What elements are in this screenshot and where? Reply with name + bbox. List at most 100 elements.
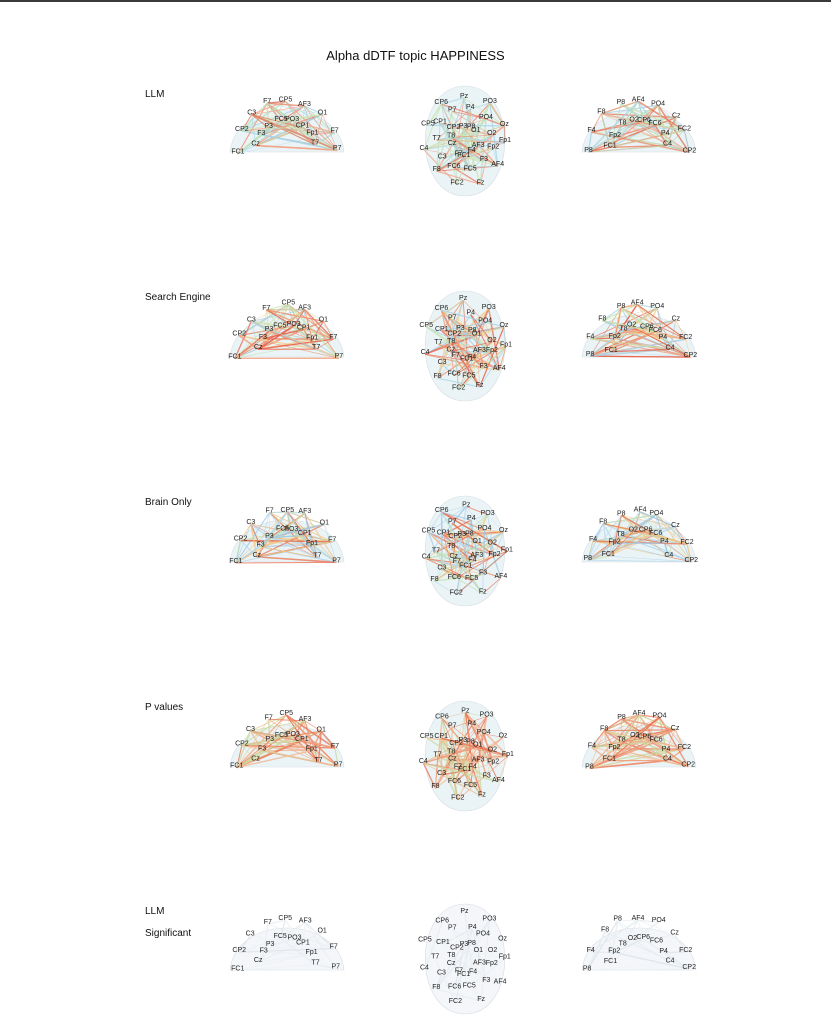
electrode-label: AF4: [632, 96, 645, 103]
connection-line: [424, 928, 473, 970]
connection-line: [603, 730, 610, 761]
electrode-label: Fp1: [306, 335, 318, 342]
electrode-label: AF4: [633, 710, 646, 717]
connection-line: [461, 535, 473, 581]
electrode-label: AF3: [298, 508, 311, 515]
electrode-label: FC1: [603, 142, 616, 149]
connection-line: [674, 729, 686, 750]
electrode-label: Fp2: [488, 551, 500, 558]
electrode-label: FC2: [450, 590, 463, 597]
connection-line: [269, 523, 325, 539]
electrode-label: Fp2: [486, 347, 498, 354]
electrode-label: C3: [246, 726, 255, 733]
electrode-label: CP2: [235, 126, 249, 133]
connection-line: [285, 100, 338, 151]
connection-line: [655, 741, 667, 752]
electrode-label: CP5: [421, 120, 435, 127]
electrode-label: FC6: [448, 574, 461, 581]
electrode-label: P8: [617, 99, 626, 106]
electrode-label: FC5: [274, 116, 287, 123]
row-label-llm-significant-text: LLM: [145, 906, 165, 917]
connection-line: [437, 300, 464, 379]
connection-line: [607, 515, 622, 557]
connection-line: [258, 304, 289, 350]
electrode-label: FC2: [679, 947, 692, 954]
connection-line: [285, 714, 336, 749]
connection-line: [638, 714, 676, 731]
connectivity-right-lateral-3: CP2 C4 FC2 P4 Cz FC6 PO4 CP6 AF4 O2 P8 T8 F8 Fp2 F4 FC1…: [581, 710, 697, 770]
connection-line: [255, 120, 293, 147]
electrode-label: C4: [663, 756, 672, 763]
connection-line: [637, 304, 658, 309]
electrode-label: CP6: [435, 507, 449, 514]
connection-line: [601, 113, 690, 153]
electrode-label: PO3: [285, 116, 299, 123]
connection-line: [484, 322, 493, 343]
connection-line: [590, 113, 602, 133]
connection-line: [315, 963, 336, 970]
electrode-label: Cz: [253, 552, 262, 559]
connection-line: [476, 335, 480, 388]
connection-line: [241, 730, 251, 746]
connection-line: [489, 102, 505, 127]
connectivity-right-lateral-0: CP2 C4 FC2 P4 Cz FC6 PO4 CP6 AF4 O2 P8 T8 F8 Fp2 F4 FC1…: [581, 96, 697, 154]
electrode-label: AF3: [298, 101, 311, 108]
connectivity-left-lateral-1: FC1 Cz CP2 F3 C3 P3 F7 FC5 CP5 PO3 AF3 CP1 O1 Fp1 F7 T7…: [228, 300, 345, 360]
connection-line: [441, 718, 479, 763]
electrode-label: P8: [613, 916, 622, 923]
electrode-label: Fp2: [486, 960, 498, 967]
electrode-label: FC1: [460, 355, 473, 362]
connection-line: [287, 304, 340, 359]
electrode-label: AF3: [299, 716, 312, 723]
electrode-label: FC1: [459, 563, 472, 570]
connection-line: [591, 714, 640, 748]
connection-line: [441, 363, 455, 376]
electrode-label: CP2: [232, 947, 246, 954]
electrode-label: T7: [434, 339, 442, 346]
connection-line: [423, 149, 459, 156]
connection-line: [471, 102, 491, 153]
connection-line: [503, 326, 507, 347]
electrode-label: T8: [447, 749, 455, 756]
connection-line: [304, 309, 313, 340]
connection-line: [256, 556, 337, 564]
electrode-label: P4: [468, 924, 477, 931]
electrode-label: FC6: [649, 737, 662, 744]
connection-line: [454, 538, 467, 568]
connection-line: [451, 956, 474, 974]
electrode-label: Cz: [447, 346, 456, 353]
electrode-label: C3: [438, 359, 447, 366]
connection-line: [452, 929, 493, 953]
connection-line: [311, 321, 324, 340]
electrode-label: FC6: [448, 778, 461, 785]
connection-line: [591, 741, 657, 749]
electrode-label: Cz: [254, 957, 263, 964]
electrode-label: FC5: [276, 525, 289, 532]
electrode-label: FC2: [678, 744, 691, 751]
electrode-label: C4: [663, 141, 672, 148]
connection-line: [464, 712, 474, 769]
electrode-label: P4: [659, 334, 668, 341]
connection-line: [251, 105, 305, 115]
electrode-label: C3: [247, 109, 256, 116]
connection-line: [587, 100, 639, 153]
connection-line: [304, 105, 338, 151]
connection-line: [600, 113, 611, 148]
electrode-label: Fp1: [306, 949, 318, 956]
connection-line: [655, 741, 689, 767]
connection-line: [441, 511, 508, 553]
electrode-label: AF3: [472, 757, 485, 764]
connection-line: [286, 511, 318, 558]
connection-line: [655, 534, 688, 545]
electrode-label: Fp1: [500, 342, 512, 349]
connection-line: [234, 309, 305, 359]
connection-line: [604, 730, 622, 742]
connection-line: [266, 309, 334, 340]
connection-line: [237, 953, 312, 971]
connection-line: [302, 127, 313, 135]
electrode-label: F4: [586, 334, 594, 341]
electrode-label: AF4: [494, 573, 507, 580]
electrode-label: C3: [246, 931, 255, 938]
connection-line: [441, 770, 465, 776]
